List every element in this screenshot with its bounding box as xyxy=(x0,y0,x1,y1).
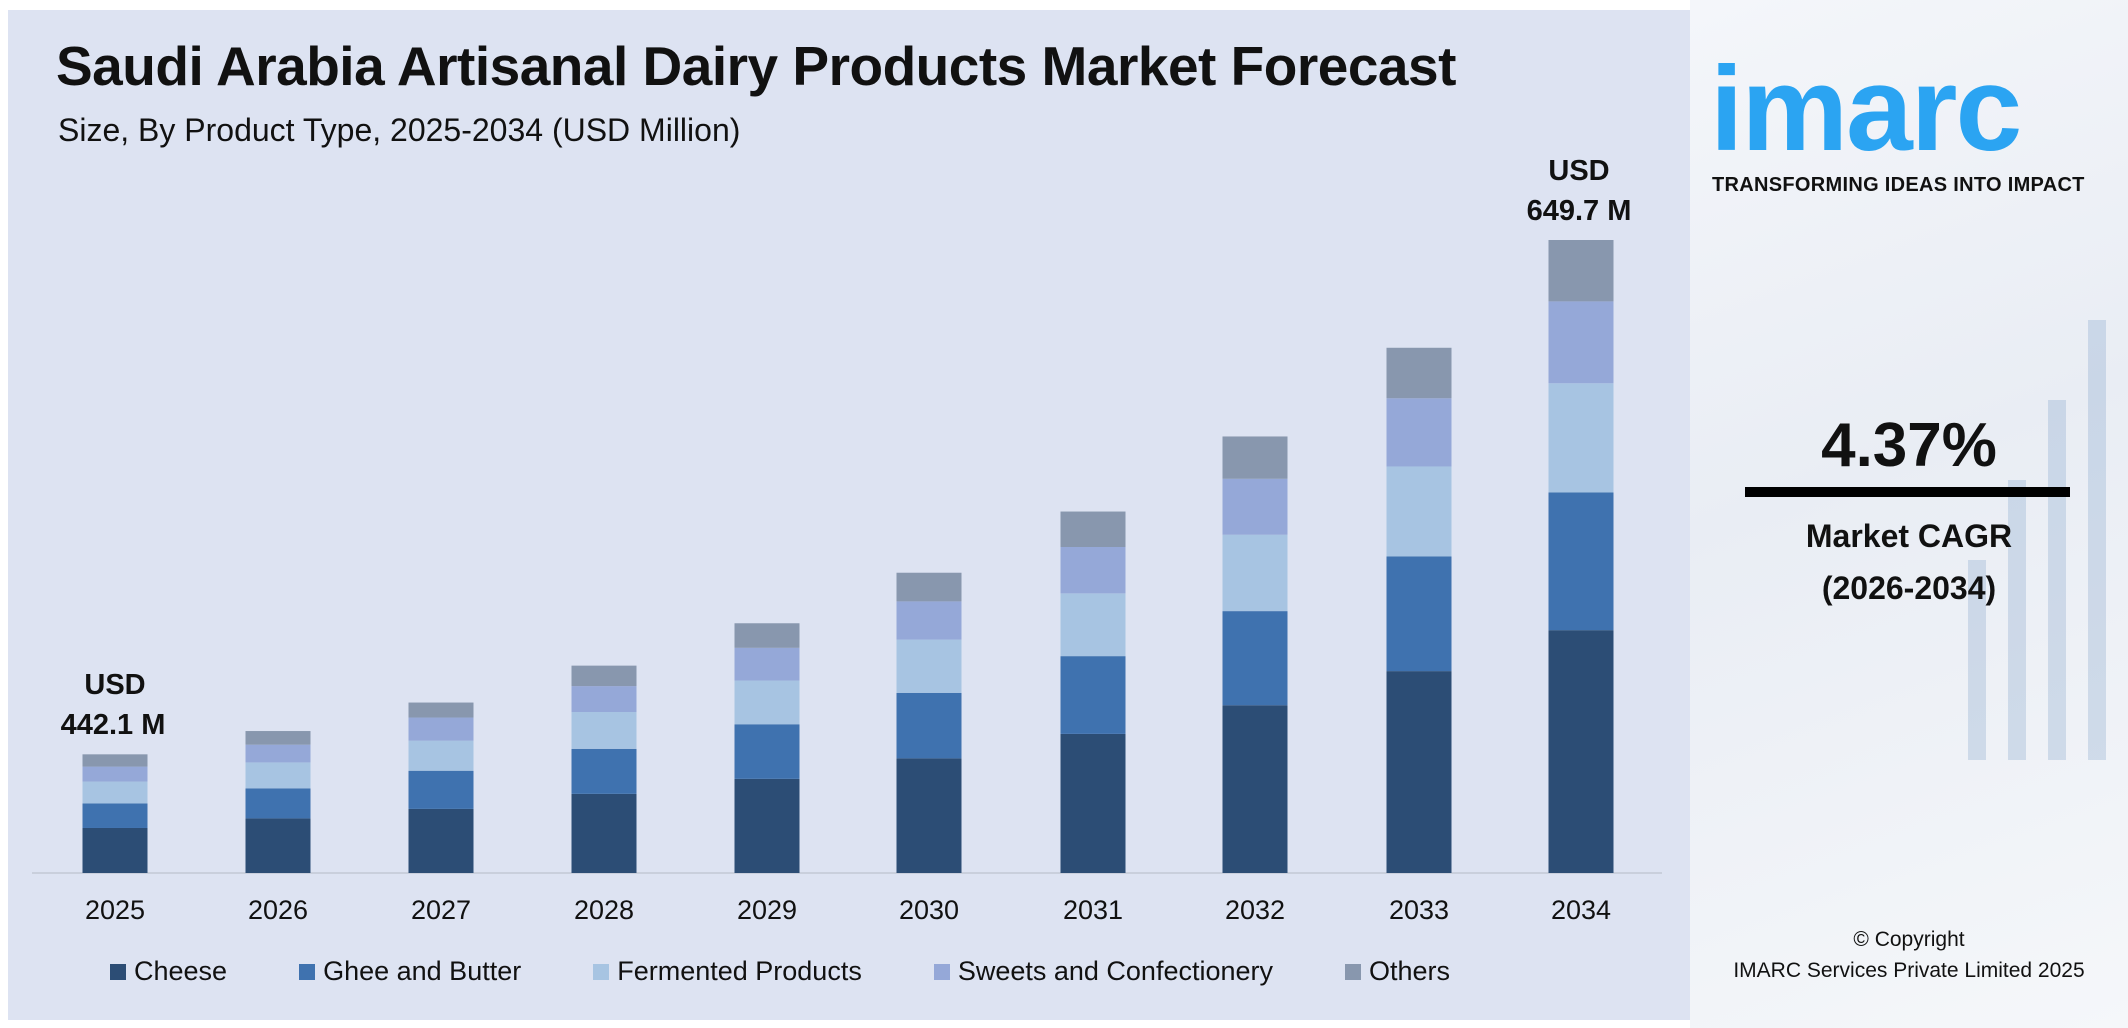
cagr-value: 4.37% xyxy=(1821,411,1997,480)
legend-item: Others xyxy=(1345,956,1450,987)
bar-segment-sweets-and-confectionery-2027 xyxy=(408,717,474,741)
legend-swatch xyxy=(593,963,610,980)
bar-segment-sweets-and-confectionery-2032 xyxy=(1222,478,1288,535)
bar-segment-others-2031 xyxy=(1060,511,1126,547)
bar-segment-ghee-and-butter-2028 xyxy=(571,748,637,794)
side-panel: imarc TRANSFORMING IDEAS INTO IMPACT 4.3… xyxy=(1690,0,2128,1028)
bar-segment-ghee-and-butter-2032 xyxy=(1222,611,1288,706)
bar-segment-ghee-and-butter-2031 xyxy=(1060,656,1126,734)
legend-label: Cheese xyxy=(134,956,228,986)
bar-segment-cheese-2033 xyxy=(1386,671,1452,873)
bar-segment-others-2026 xyxy=(245,731,311,745)
bar-segment-others-2025 xyxy=(82,754,148,767)
bar-segment-sweets-and-confectionery-2029 xyxy=(734,647,800,681)
bar-segment-sweets-and-confectionery-2028 xyxy=(571,686,637,713)
bar-segment-fermented-products-2032 xyxy=(1222,534,1288,612)
bar-segment-ghee-and-butter-2033 xyxy=(1386,556,1452,672)
x-tick-label: 2029 xyxy=(737,895,797,925)
bar-segment-ghee-and-butter-2026 xyxy=(245,788,311,819)
bar-segment-others-2030 xyxy=(896,572,962,602)
bar-segment-cheese-2025 xyxy=(82,827,148,873)
first-bar-label-value: 442.1 M xyxy=(61,709,166,741)
bar-segment-ghee-and-butter-2029 xyxy=(734,724,800,779)
legend-swatch xyxy=(933,963,950,980)
bar-segment-fermented-products-2025 xyxy=(82,781,148,804)
x-tick-label: 2027 xyxy=(411,895,471,925)
last-bar-label-currency: USD xyxy=(1548,155,1609,187)
bar-segment-others-2027 xyxy=(408,702,474,718)
bar-segment-fermented-products-2026 xyxy=(245,762,311,789)
bar-segment-fermented-products-2031 xyxy=(1060,593,1126,657)
legend-item: Ghee and Butter xyxy=(299,956,521,987)
legend-label: Others xyxy=(1369,956,1451,986)
copyright-company: IMARC Services Private Limited 2025 xyxy=(1733,959,2085,982)
cagr-period: (2026-2034) xyxy=(1821,570,1997,606)
legend-swatch xyxy=(1345,963,1362,980)
bar-segment-fermented-products-2033 xyxy=(1386,466,1452,557)
copyright-line: © Copyright xyxy=(1853,928,1965,951)
x-tick-label: 2025 xyxy=(85,895,145,925)
bar-segment-cheese-2034 xyxy=(1548,630,1614,873)
bar-segment-ghee-and-butter-2025 xyxy=(82,803,148,828)
bar-segment-fermented-products-2027 xyxy=(408,740,474,771)
first-bar-label-currency: USD xyxy=(84,669,145,701)
bar-segment-others-2032 xyxy=(1222,436,1288,479)
divider xyxy=(1745,487,2070,497)
stacked-bar-chart: 2025 2026 2027 2028 2029 2030 2031 2032 2033 2034… xyxy=(32,155,1662,925)
legend-swatch xyxy=(299,963,316,980)
legend-label: Fermented Products xyxy=(617,956,862,986)
x-tick-label: 2026 xyxy=(248,895,308,925)
legend: Cheese Ghee and Butter Fermented Products S… xyxy=(110,956,1522,987)
bar-segment-sweets-and-confectionery-2031 xyxy=(1060,546,1126,594)
bar-segment-cheese-2030 xyxy=(896,758,962,873)
chart-subtitle: Size, By Product Type, 2025-2034 (USD Mi… xyxy=(58,112,741,148)
bar-segment-cheese-2032 xyxy=(1222,705,1288,873)
bar-segment-sweets-and-confectionery-2034 xyxy=(1548,301,1614,384)
x-tick-label: 2033 xyxy=(1389,895,1449,925)
bar-segment-fermented-products-2034 xyxy=(1548,383,1614,493)
bar-segment-sweets-and-confectionery-2026 xyxy=(245,744,311,763)
bar-segment-others-2033 xyxy=(1386,347,1452,399)
bar-segment-others-2029 xyxy=(734,623,800,648)
bar-segment-ghee-and-butter-2030 xyxy=(896,692,962,759)
bar-segment-others-2028 xyxy=(571,665,637,687)
bar-segment-sweets-and-confectionery-2030 xyxy=(896,601,962,640)
x-tick-label: 2032 xyxy=(1225,895,1285,925)
bar-segment-cheese-2027 xyxy=(408,808,474,873)
chart-title: Saudi Arabia Artisanal Dairy Products Ma… xyxy=(56,35,1456,97)
bar-segment-cheese-2031 xyxy=(1060,733,1126,873)
x-tick-label: 2030 xyxy=(899,895,959,925)
cagr-label: Market CAGR xyxy=(1805,518,2013,554)
x-tick-label: 2028 xyxy=(574,895,634,925)
imarc-logo: imarc xyxy=(1710,42,2022,176)
legend-item: Sweets and Confectionery xyxy=(933,956,1274,987)
legend-swatch xyxy=(110,963,126,980)
bar-segment-ghee-and-butter-2027 xyxy=(408,770,474,809)
bar-segment-fermented-products-2028 xyxy=(571,712,637,749)
bar-segment-cheese-2029 xyxy=(734,778,800,873)
bar-segment-ghee-and-butter-2034 xyxy=(1548,492,1614,631)
legend-label: Sweets and Confectionery xyxy=(957,956,1274,986)
x-tick-label: 2034 xyxy=(1551,895,1611,925)
legend-item: Cheese xyxy=(110,956,227,987)
bar-segment-others-2034 xyxy=(1548,240,1614,302)
bar-segment-sweets-and-confectionery-2033 xyxy=(1386,398,1452,467)
last-bar-label-value: 649.7 M xyxy=(1527,195,1632,227)
logo-tagline: TRANSFORMING IDEAS INTO IMPACT xyxy=(1712,174,2085,196)
legend-item: Fermented Products xyxy=(593,956,862,987)
bar-segment-cheese-2026 xyxy=(245,818,311,873)
bar-segment-cheese-2028 xyxy=(571,793,637,873)
x-tick-label: 2031 xyxy=(1063,895,1123,925)
legend-label: Ghee and Butter xyxy=(323,956,522,986)
bar-segment-fermented-products-2030 xyxy=(896,639,962,693)
bar-segment-fermented-products-2029 xyxy=(734,680,800,725)
bar-segment-sweets-and-confectionery-2025 xyxy=(82,766,148,782)
